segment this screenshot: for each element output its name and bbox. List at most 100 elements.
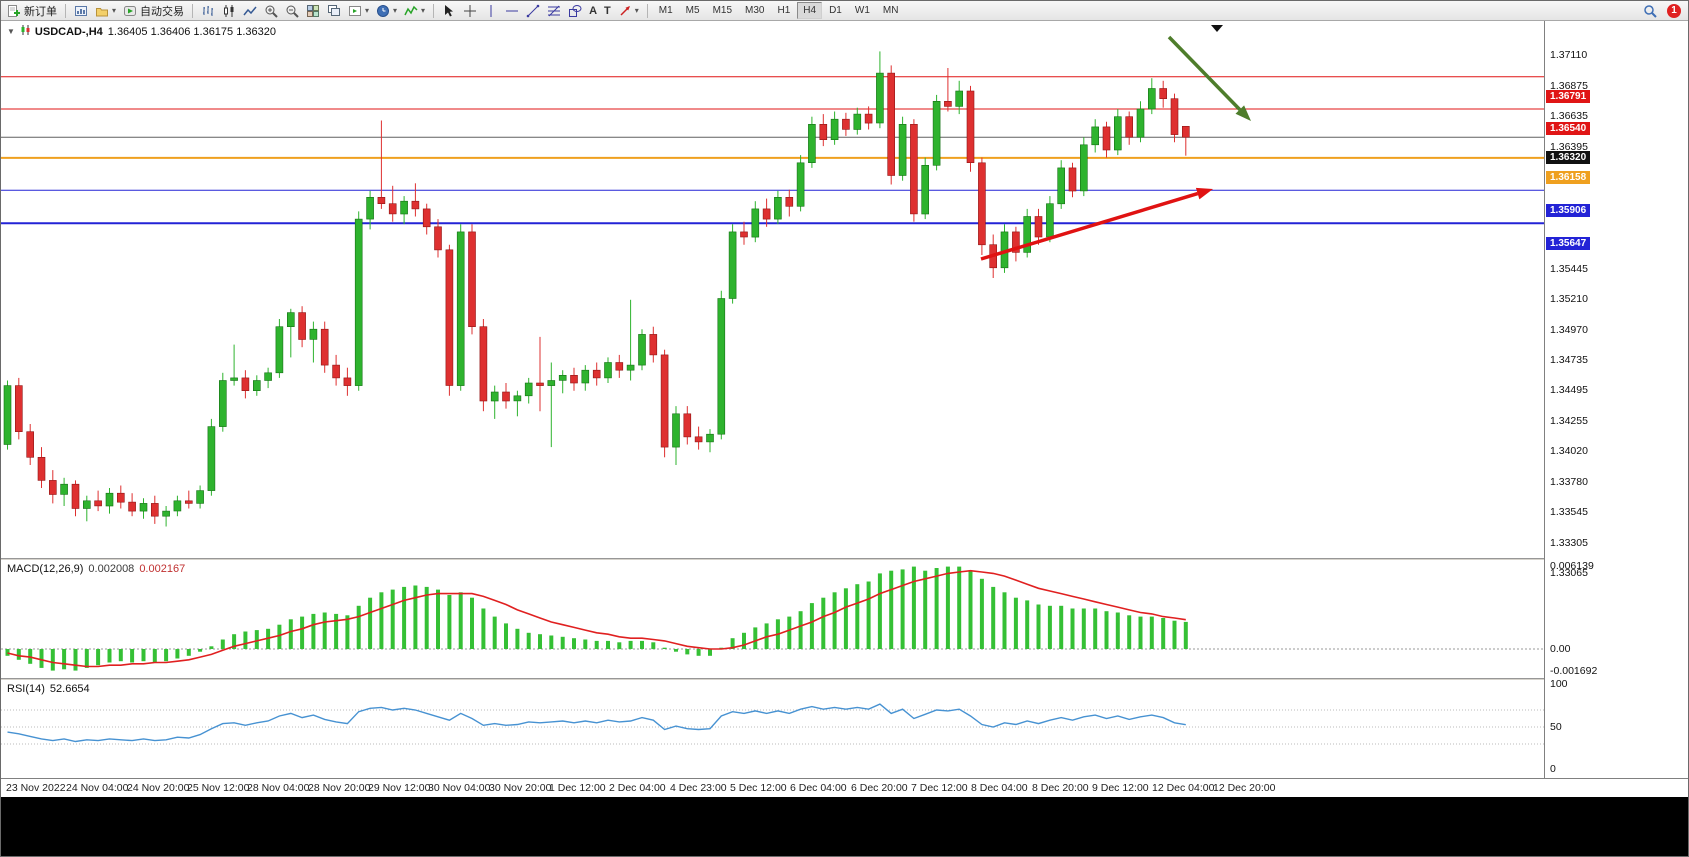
chart-ohlc-values: 1.36405 1.36406 1.36175 1.36320 — [107, 25, 276, 38]
time-axis-label: 5 Dec 12:00 — [730, 782, 787, 794]
toolbar-separator — [65, 3, 66, 18]
vertical-line-icon — [484, 4, 498, 18]
macd-value: 0.002008 — [88, 563, 135, 575]
autotrading-label: 自动交易 — [140, 5, 185, 18]
main-toolbar: 新订单 ▾ 自动交易 ▾ ▾ ▾ A T ▾ M1 M5 M15 M30 H1 H4 D1 W… — [1, 1, 1688, 21]
macd-panel[interactable] — [1, 560, 1544, 678]
new-order-button[interactable]: 新订单 — [4, 1, 60, 20]
notification-badge[interactable]: 1 — [1667, 3, 1681, 18]
timeframe-d1-button[interactable]: D1 — [829, 5, 842, 16]
time-axis-label: 25 Nov 12:00 — [187, 782, 250, 794]
cascade-windows-button[interactable] — [324, 1, 344, 20]
time-axis[interactable]: 23 Nov 2022 24 Nov 04:00 24 Nov 20:00 25 No… — [1, 778, 1688, 797]
candlestick-chart-button[interactable] — [219, 1, 239, 20]
label-button[interactable]: T — [601, 1, 614, 20]
axis-label: 1.34255 — [1550, 415, 1588, 427]
horizontal-line-icon — [505, 4, 519, 18]
cursor-button[interactable] — [439, 1, 459, 20]
rsi-indicator-name: RSI(14) — [7, 683, 45, 695]
macd-signal-value: 0.002167 — [139, 563, 186, 575]
autotrading-button[interactable]: 自动交易 — [120, 1, 187, 20]
price-axis[interactable]: 1.37110 1.36875 1.36635 1.36395 1.35445 1.352… — [1544, 21, 1688, 797]
search-button[interactable] — [1640, 1, 1660, 20]
tile-windows-button[interactable] — [303, 1, 323, 20]
axis-label: 0.006139 — [1550, 560, 1594, 572]
line-chart-button[interactable] — [240, 1, 260, 20]
time-axis-label: 2 Dec 04:00 — [609, 782, 666, 794]
axis-label: 1.34495 — [1550, 384, 1588, 396]
shapes-button[interactable] — [565, 1, 585, 20]
axis-label: 1.36395 — [1550, 141, 1588, 153]
timeframe-m30-button[interactable]: M30 — [745, 5, 765, 16]
rsi-label: RSI(14) 52.6654 — [7, 683, 90, 695]
timeframe-m1-button[interactable]: M1 — [658, 5, 673, 16]
chart-symbol-title: USDCAD-,H4 — [34, 25, 103, 38]
price-level-tag: 1.35647 — [1546, 237, 1591, 250]
text-button[interactable]: A — [586, 1, 600, 20]
fibonacci-button[interactable] — [544, 1, 564, 20]
axis-label: 1.37110 — [1550, 49, 1588, 61]
zoom-in-button[interactable] — [261, 1, 281, 20]
periods-button[interactable]: ▾ — [373, 1, 400, 20]
panel-splitter[interactable] — [1, 678, 1688, 680]
axis-label: 1.35210 — [1550, 293, 1588, 305]
time-axis-label: 30 Nov 04:00 — [428, 782, 491, 794]
time-axis-label: 9 Dec 12:00 — [1092, 782, 1149, 794]
axis-label: 1.34970 — [1550, 324, 1588, 336]
label-icon: T — [604, 4, 611, 17]
timeframe-h1-button[interactable]: H1 — [777, 5, 791, 16]
profiles-folder-icon — [95, 4, 109, 18]
zoom-in-icon — [264, 4, 278, 18]
timeframe-w1-button[interactable]: W1 — [854, 5, 870, 16]
zoom-out-button[interactable] — [282, 1, 302, 20]
axis-label: 1.33545 — [1550, 506, 1588, 518]
time-axis-label: 30 Nov 20:00 — [489, 782, 552, 794]
chart-symbol-icon — [20, 25, 30, 38]
axis-label: 0.00 — [1550, 643, 1571, 655]
new-order-icon — [7, 4, 21, 18]
axis-label: 0 — [1550, 763, 1556, 775]
axis-label: 100 — [1550, 678, 1568, 690]
trendline-icon — [526, 4, 540, 18]
price-chart[interactable] — [1, 21, 1544, 558]
vertical-line-button[interactable] — [481, 1, 501, 20]
timeframe-mn-button[interactable]: MN — [882, 5, 899, 16]
axis-label: 1.35445 — [1550, 263, 1588, 275]
zoom-out-icon — [285, 4, 299, 18]
chart-title-bar: ▼ USDCAD-,H4 1.36405 1.36406 1.36175 1.3… — [7, 25, 276, 38]
periods-clock-icon — [376, 4, 390, 18]
arrow-tool-icon — [618, 4, 632, 18]
chart-menu-caret-icon[interactable]: ▼ — [7, 26, 15, 36]
chart-window-icon — [74, 4, 88, 18]
rsi-value: 52.6654 — [49, 683, 90, 695]
charts-button[interactable] — [71, 1, 91, 20]
arrows-tool-button[interactable]: ▾ — [615, 1, 642, 20]
horizontal-line-button[interactable] — [502, 1, 522, 20]
toolbar-separator — [646, 3, 648, 18]
indicators-button[interactable]: ▾ — [401, 1, 428, 20]
timeframe-h4-button[interactable]: H4 — [797, 2, 823, 19]
axis-label: 1.33780 — [1550, 476, 1588, 488]
crosshair-button[interactable] — [460, 1, 480, 20]
bar-chart-icon — [201, 4, 215, 18]
chart-shift-button[interactable]: ▾ — [345, 1, 372, 20]
toolbar-separator — [433, 3, 435, 18]
trendline-button[interactable] — [523, 1, 543, 20]
shapes-icon — [568, 4, 582, 18]
axis-label: 1.34020 — [1550, 445, 1588, 457]
panel-splitter[interactable] — [1, 558, 1688, 560]
profiles-button[interactable]: ▾ — [92, 1, 119, 20]
macd-indicator-name: MACD(12,26,9) — [7, 563, 84, 575]
rsi-panel[interactable] — [1, 680, 1544, 777]
search-icon — [1643, 4, 1657, 18]
chart-shift-icon — [348, 4, 362, 18]
toolbar-separator — [192, 3, 194, 18]
timeframe-m15-button[interactable]: M15 — [712, 5, 733, 16]
time-axis-label: 8 Dec 04:00 — [971, 782, 1028, 794]
timeframe-group: M1 M5 M15 M30 H1 H4 D1 W1 MN — [653, 2, 905, 19]
bar-chart-button[interactable] — [198, 1, 218, 20]
axis-label: -0.001692 — [1550, 665, 1598, 677]
timeframe-m5-button[interactable]: M5 — [685, 5, 700, 16]
scroll-end-marker — [1211, 25, 1223, 32]
price-level-tag: 1.36320 — [1546, 151, 1591, 164]
